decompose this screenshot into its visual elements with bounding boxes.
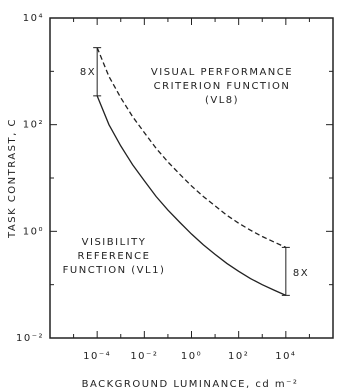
annotation: REFERENCE (78, 251, 151, 262)
y-tick-label: 10⁻² (16, 333, 44, 344)
x-tick-label: 10⁴ (275, 351, 296, 362)
annotation: VISUAL PERFORMANCE (151, 67, 293, 78)
x-tick-label: 10⁻² (130, 351, 158, 362)
annotation: FUNCTION (VL1) (63, 265, 166, 276)
x-axis-label: BACKGROUND LUMINANCE, cd m⁻² (82, 379, 299, 390)
curve (96, 47, 287, 248)
y-tick-label: 10² (23, 120, 44, 131)
y-tick-label: 10⁰ (23, 226, 44, 237)
x-tick-label: 10⁰ (181, 351, 202, 362)
annotation: 8X (80, 67, 96, 78)
annotation: VISIBILITY (82, 237, 147, 248)
x-tick-label: 10² (228, 351, 249, 362)
y-tick-label: 10⁴ (23, 13, 44, 24)
annotation: 8X (293, 268, 309, 279)
annotation: (VL8) (205, 95, 239, 106)
x-tick-label: 10⁻⁴ (83, 351, 111, 362)
annotation: CRITERION FUNCTION (154, 81, 291, 92)
plot-frame (49, 17, 334, 339)
curve (96, 95, 287, 296)
y-axis-label: TASK CONTRAST, C (7, 118, 18, 239)
